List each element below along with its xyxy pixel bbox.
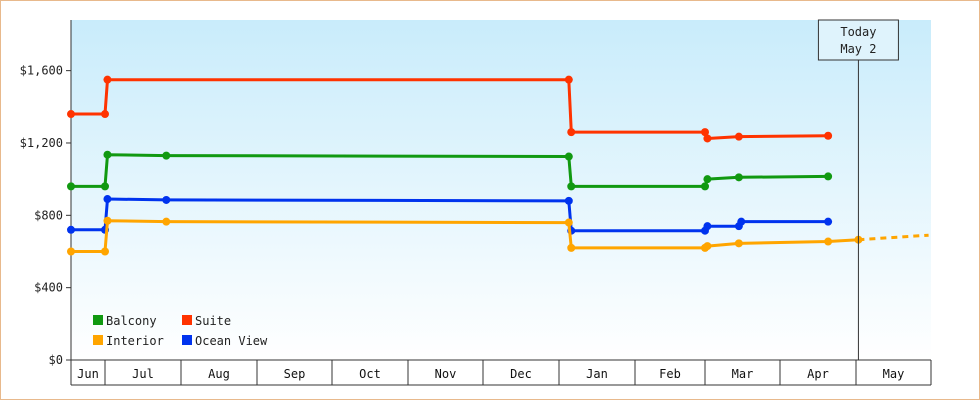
legend: Balcony Suite Interior Ocean View	[93, 314, 268, 348]
data-point	[564, 75, 573, 84]
data-point	[101, 247, 109, 256]
month-label: Jan	[586, 367, 608, 381]
month-label: Aug	[208, 367, 230, 381]
data-point	[703, 242, 712, 251]
data-point	[567, 243, 576, 252]
y-tick-label: $400	[34, 281, 63, 295]
month-label: Nov	[435, 367, 457, 381]
legend-label: Interior	[106, 334, 164, 348]
data-point	[734, 173, 743, 182]
today-date: May 2	[840, 42, 876, 56]
data-point	[737, 217, 746, 226]
series-line	[71, 153, 829, 188]
data-point	[824, 172, 833, 181]
data-point	[824, 217, 833, 226]
data-point	[564, 218, 573, 227]
month-label: Feb	[659, 367, 681, 381]
today-box	[817, 19, 899, 61]
month-label: Mar	[732, 367, 754, 381]
data-point	[701, 128, 709, 137]
y-tick-label: $1,200	[20, 136, 63, 150]
month-label: Dec	[510, 367, 532, 381]
data-point	[564, 196, 573, 205]
data-point	[67, 247, 75, 256]
y-tick-label: $1,600	[20, 64, 63, 78]
y-tick-label: $0	[49, 353, 63, 367]
month-label: May	[883, 367, 905, 381]
today-marker: Today May 2	[817, 19, 899, 360]
data-point	[824, 237, 833, 246]
month-label: Jul	[132, 367, 154, 381]
data-point	[67, 182, 75, 191]
month-label: Apr	[807, 367, 829, 381]
legend-swatch	[93, 315, 103, 325]
data-point	[162, 151, 171, 160]
data-point	[824, 131, 833, 140]
month-label: Sep	[284, 367, 306, 381]
data-point	[567, 128, 576, 137]
data-point	[564, 152, 573, 161]
data-point	[734, 132, 743, 141]
y-tick-label: $800	[34, 208, 63, 222]
data-point	[703, 222, 712, 231]
legend-swatch	[182, 315, 192, 325]
data-point	[67, 110, 75, 119]
data-point	[162, 195, 171, 204]
data-point	[103, 195, 112, 204]
series-projection	[858, 233, 929, 242]
data-point	[703, 134, 712, 143]
data-point	[103, 150, 112, 159]
legend-label: Balcony	[106, 314, 157, 328]
data-point	[162, 217, 171, 226]
data-point	[101, 182, 109, 191]
legend-swatch	[182, 335, 192, 345]
data-point	[67, 225, 75, 234]
x-axis: Jun Jul Aug Sep Oct Nov Dec Jan Feb Mar Apr May	[70, 359, 932, 386]
data-point	[103, 216, 112, 225]
data-point	[103, 75, 112, 84]
month-label: Oct	[359, 367, 381, 381]
today-label: Today	[840, 25, 876, 39]
data-point	[734, 239, 743, 248]
data-point	[567, 182, 576, 191]
month-label: Jun	[77, 367, 99, 381]
series-layer	[67, 75, 929, 256]
y-axis: $0 $400 $800 $1,200 $1,600	[20, 20, 72, 367]
plot-background	[71, 20, 931, 360]
legend-label: Suite	[195, 314, 231, 328]
legend-label: Ocean View	[195, 334, 268, 348]
data-point	[101, 110, 109, 119]
data-point	[703, 175, 712, 184]
legend-swatch	[93, 335, 103, 345]
data-point	[701, 182, 709, 191]
